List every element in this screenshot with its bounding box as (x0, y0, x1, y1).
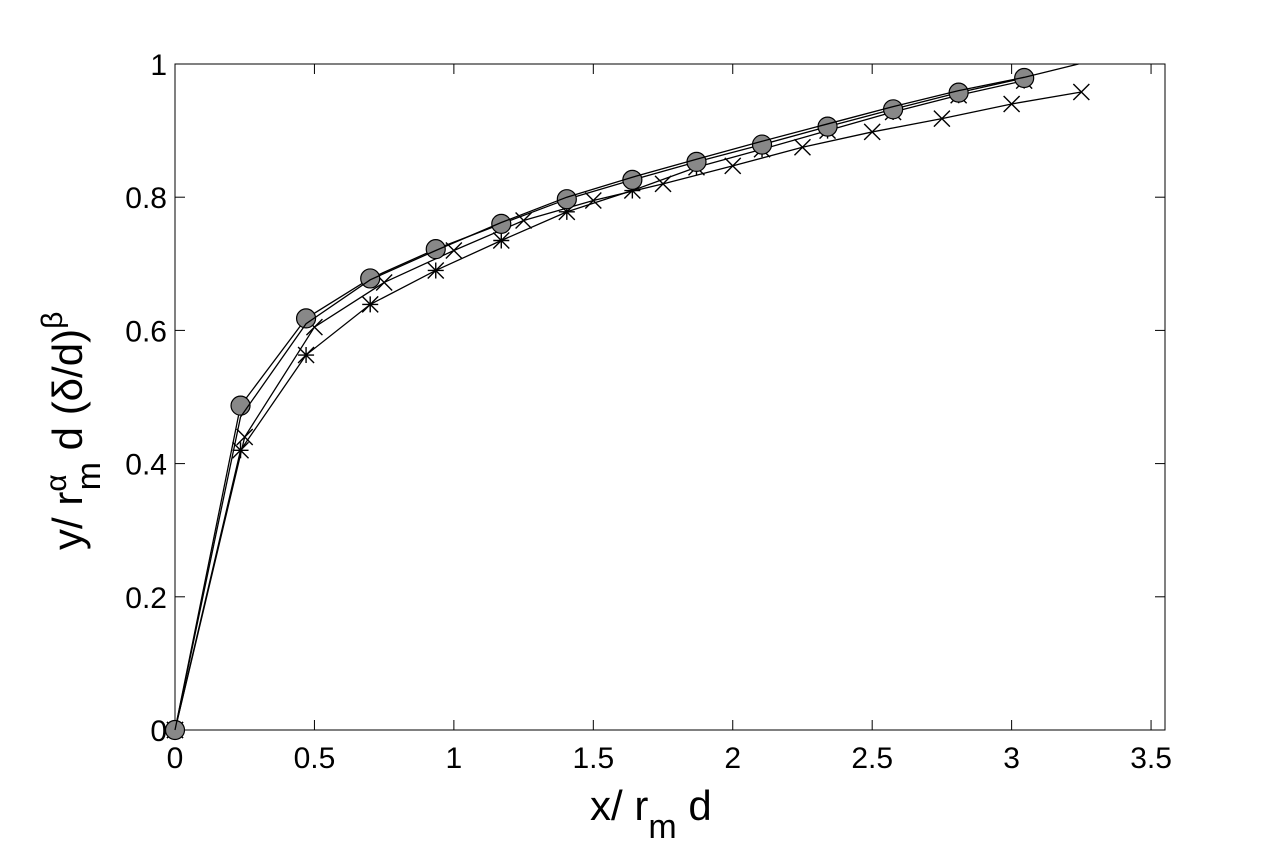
marker-asterisk (232, 441, 250, 459)
marker-x (793, 138, 811, 156)
y-label-part: d (δ/d) (44, 329, 91, 462)
series-line (174, 63, 1079, 731)
y-label-sup: β (36, 312, 69, 329)
x-label-part: d (677, 782, 712, 829)
x-label-part: x/ r (590, 782, 648, 829)
marker-x (236, 428, 254, 446)
y-tick-label: 0.8 (125, 182, 167, 215)
y-tick-label: 0.6 (125, 315, 167, 348)
x-tick-label: 3.5 (1130, 742, 1172, 775)
marker-asterisk (361, 295, 379, 313)
x-axis-label: x/ rm d (590, 782, 712, 846)
marker-x (1003, 95, 1021, 113)
marker-circle (882, 99, 904, 120)
marker-x (1072, 83, 1090, 101)
y-label-sup: α (40, 474, 73, 491)
x-tick-label: 1.5 (572, 742, 614, 775)
x-label-sub: m (648, 808, 676, 846)
series-line (174, 80, 1025, 731)
y-tick-label: 0 (150, 715, 167, 748)
marker-circle (817, 116, 838, 137)
marker-x (654, 175, 672, 193)
marker-x (584, 192, 602, 210)
y-tick-label: 1 (150, 49, 167, 82)
marker-circle (1014, 67, 1035, 89)
marker-asterisk (492, 231, 510, 249)
plot-frame (174, 63, 1166, 731)
marker-x (933, 110, 951, 128)
x-tick-label: 2 (724, 742, 741, 775)
marker-circle (686, 151, 707, 173)
y-label-sub: m (70, 462, 108, 490)
marker-asterisk (623, 182, 641, 200)
x-tick-label: 3 (1003, 742, 1020, 775)
marker-x (863, 123, 881, 141)
marker-x (724, 157, 742, 175)
series-line (174, 77, 1025, 731)
marker-circle (295, 308, 317, 329)
marker-circle (230, 395, 251, 416)
marker-circle (751, 134, 773, 155)
x-tick-label: 1 (446, 742, 463, 775)
x-tick-label: 0.5 (294, 742, 336, 775)
marker-x (515, 212, 533, 230)
y-tick-label: 0.4 (125, 449, 167, 482)
marker-circle (556, 189, 577, 210)
marker-asterisk (427, 261, 445, 279)
x-tick-label: 0 (167, 742, 184, 775)
marker-asterisk (297, 346, 315, 364)
y-label-part: y/ r (44, 492, 91, 550)
marker-circle (491, 213, 512, 234)
x-tick-label: 2.5 (851, 742, 893, 775)
y-tick-label: 0.2 (125, 582, 167, 615)
marker-asterisk (558, 203, 576, 221)
marker-circle (425, 239, 446, 260)
y-axis-label: y/ rαm d (δ/d)β (36, 312, 108, 550)
